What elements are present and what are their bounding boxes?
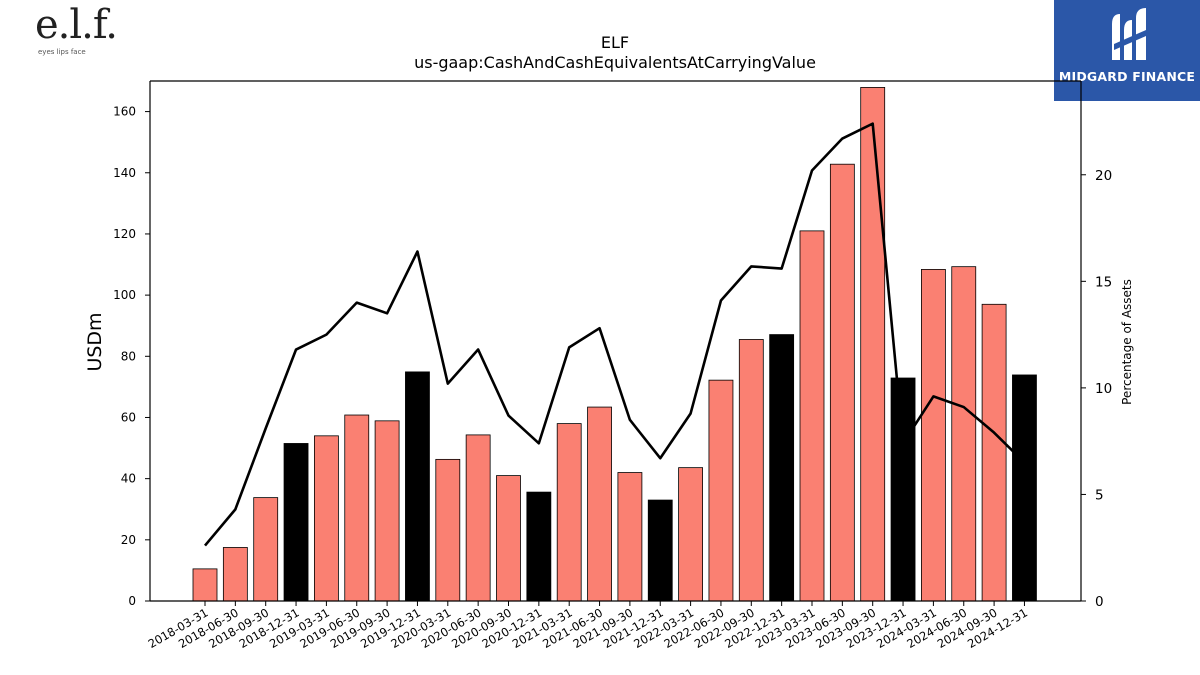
y-tick-label: 60 — [121, 410, 136, 424]
bar — [708, 379, 734, 602]
y2-axis-label: Percentage of Assets — [1120, 279, 1134, 405]
bar — [890, 377, 916, 602]
bar — [556, 423, 582, 602]
y2-tick-label: 20 — [1095, 168, 1112, 184]
y2-tick-label: 10 — [1095, 381, 1112, 397]
bar — [405, 371, 430, 602]
midgard-emblem-icon — [1112, 8, 1146, 60]
y2-tick-label: 5 — [1095, 487, 1104, 503]
bar — [374, 420, 400, 602]
bar — [344, 414, 370, 602]
midgard-logo-name: MIDGARD FINANCE — [1058, 69, 1196, 84]
bar — [465, 434, 491, 602]
bar — [1012, 374, 1037, 602]
y2-tick-label: 15 — [1095, 274, 1112, 290]
bar — [647, 499, 673, 602]
elf-logo-tagline: eyes lips face — [38, 48, 86, 56]
y-tick-label: 80 — [121, 349, 136, 363]
bar — [769, 334, 795, 602]
bar — [829, 163, 855, 602]
line-series — [204, 122, 1026, 547]
bar — [981, 303, 1007, 602]
bar — [921, 269, 946, 602]
bar — [617, 472, 643, 602]
y-tick-label: 20 — [121, 533, 136, 547]
bar — [496, 475, 521, 602]
y-tick-label: 0 — [128, 594, 136, 608]
bar — [587, 406, 612, 602]
bar — [799, 230, 825, 602]
bar — [283, 443, 309, 602]
y-tick-label: 100 — [113, 288, 136, 302]
chart-title: ELF — [601, 33, 629, 52]
bar — [738, 339, 764, 602]
midgard-finance-logo: MIDGARD FINANCE — [1054, 0, 1200, 101]
bar — [526, 491, 552, 602]
bar — [435, 458, 461, 602]
bar — [951, 266, 977, 602]
bar — [313, 435, 339, 602]
bar — [678, 467, 703, 602]
y-tick-label: 160 — [113, 105, 136, 119]
y-tick-label: 140 — [113, 166, 136, 180]
y-tick-label: 120 — [113, 227, 136, 241]
bar — [222, 547, 248, 602]
series-line — [204, 122, 1026, 547]
bar — [860, 87, 886, 602]
bar — [253, 497, 279, 602]
bar-series — [192, 87, 1037, 602]
bar — [192, 568, 218, 602]
y-tick-label: 40 — [121, 472, 136, 486]
y2-tick-label: 0 — [1095, 594, 1104, 610]
y-axis-label: USDm — [84, 312, 106, 371]
chart-subtitle: us-gaap:CashAndCashEquivalentsAtCarrying… — [414, 53, 816, 72]
